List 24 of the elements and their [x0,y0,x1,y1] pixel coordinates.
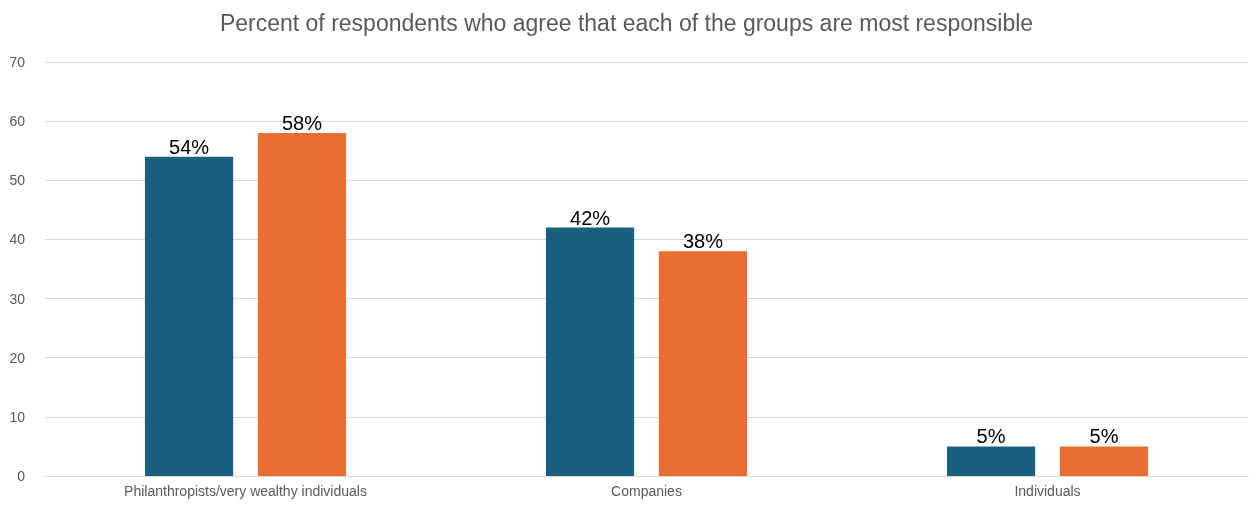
data-label: 58% [281,111,323,134]
y-tick-label: 60 [9,113,26,130]
bar [658,251,748,476]
bar [1059,446,1149,476]
data-label: 42% [570,206,611,229]
y-tick-label: 40 [9,231,26,248]
x-tick-label: Philanthropists/very wealthy individuals [124,483,367,499]
x-tick-label: Individuals [1014,483,1081,499]
bar [946,446,1036,476]
data-label: 54% [169,135,210,158]
data-label: 5% [976,425,1006,448]
chart-title: Percent of respondents who agree that each of the groups are most responsible [219,9,1034,36]
data-label: 5% [1089,425,1119,448]
y-tick-label: 50 [9,172,26,189]
bar [545,227,635,476]
y-tick-label: 30 [9,290,26,307]
y-tick-label: 10 [9,408,26,425]
y-tick-label: 70 [9,54,26,70]
bar [144,156,234,476]
x-tick-label: Companies [611,483,682,499]
y-tick-label: 20 [9,349,26,366]
bar [257,132,347,476]
data-label: 38% [682,230,724,253]
y-tick-label: 0 [17,468,26,484]
